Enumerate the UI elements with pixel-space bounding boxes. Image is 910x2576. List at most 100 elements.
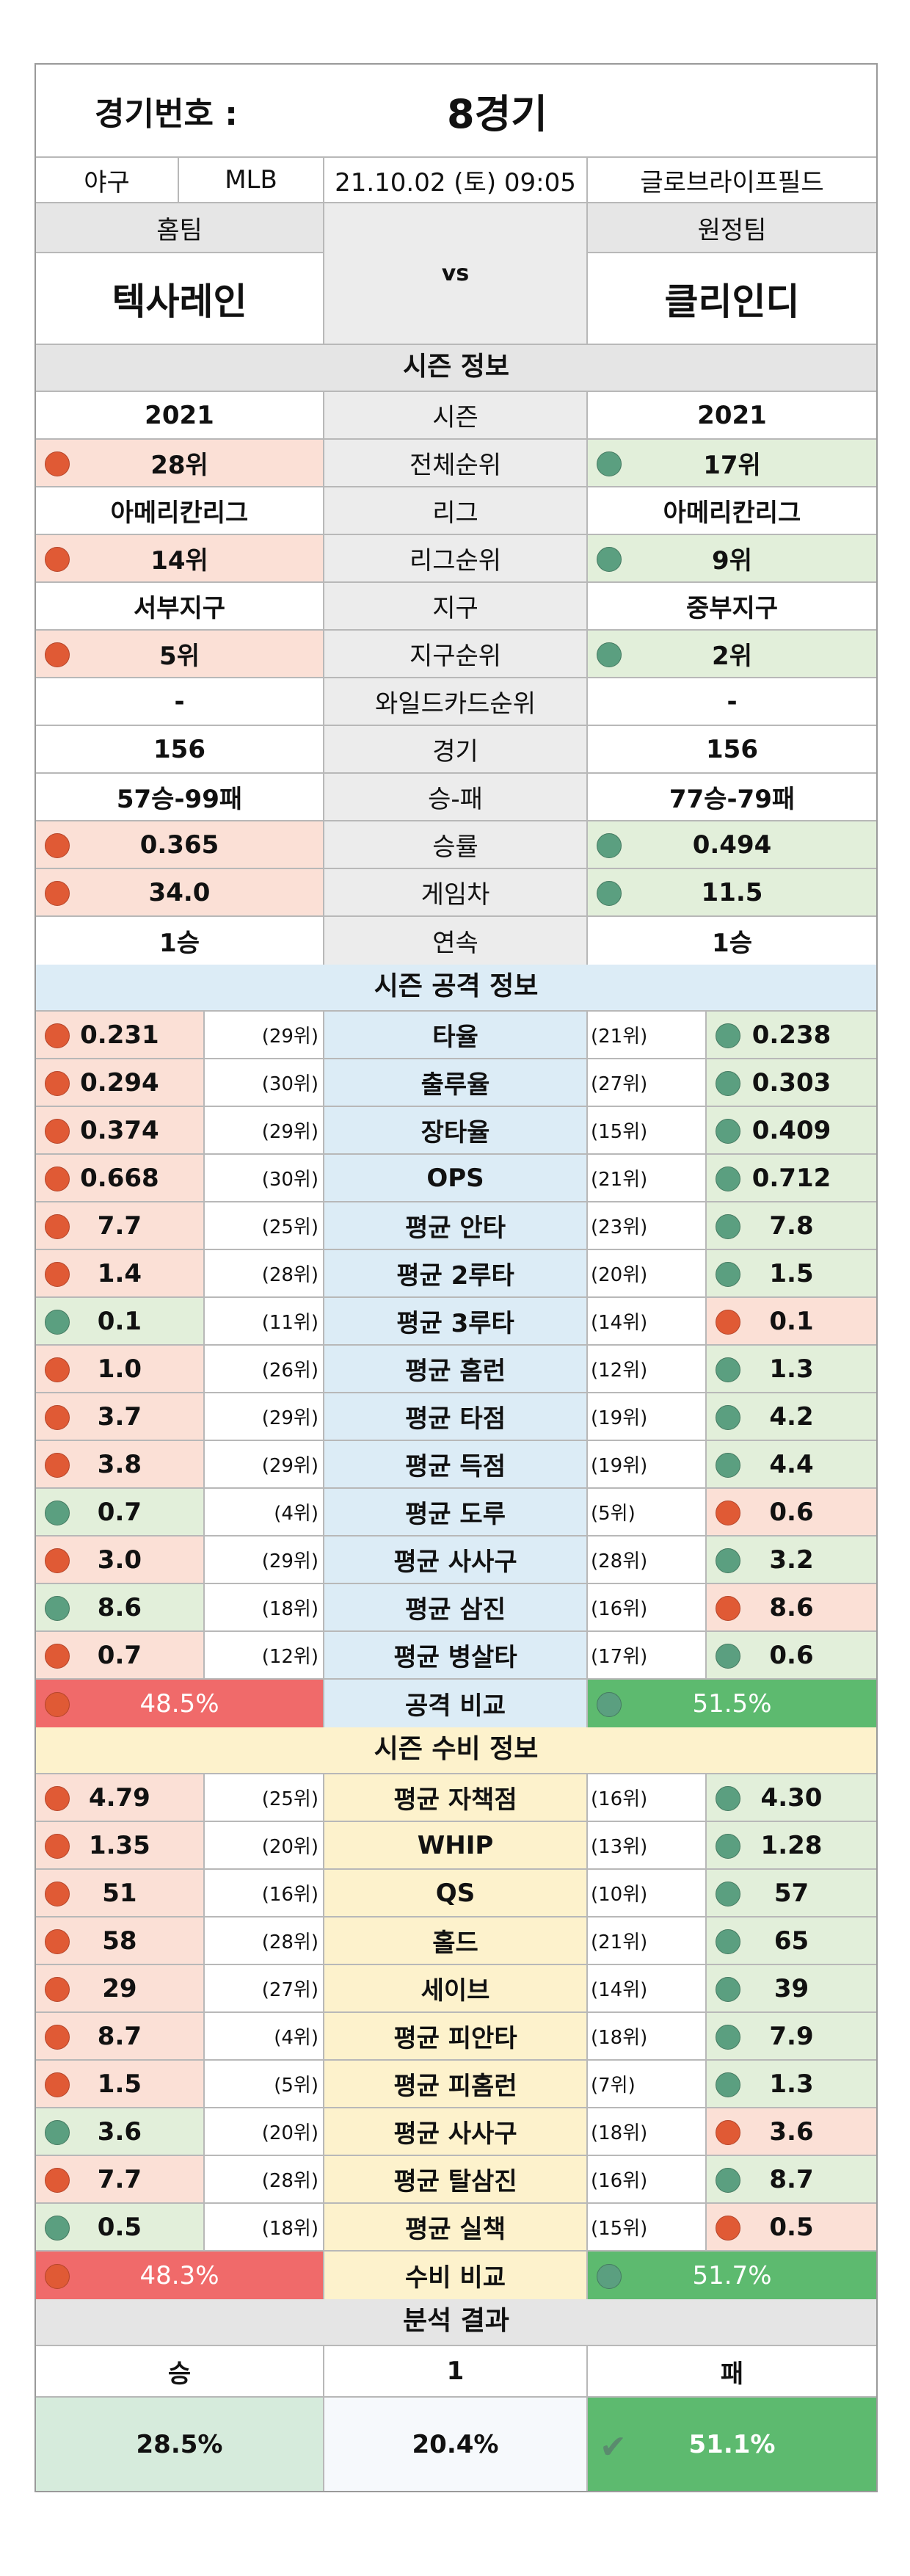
status-dot-icon [45, 1833, 70, 1859]
offense-home-cell: 3.7 (29위) [36, 1393, 324, 1440]
defense-away-cell: (18위) 3.6 [588, 2108, 876, 2155]
offense-section-title: 시즌 공격 정보 [36, 965, 876, 1012]
season-row: 0.365 승률 0.494 [36, 821, 876, 869]
offense-away-text: 7.8 [769, 1211, 814, 1241]
status-dot-icon [716, 1309, 740, 1335]
season-home-value: 서부지구 [36, 583, 324, 629]
status-dot-icon [45, 2167, 70, 2193]
season-home-text: 156 [153, 734, 205, 764]
defense-compare-home-text: 48.3% [139, 2260, 219, 2290]
defense-compare-away-text: 51.7% [692, 2260, 772, 2290]
defense-compare-away: 51.7% [588, 2252, 876, 2299]
defense-label: 평균 실책 [324, 2204, 588, 2250]
season-away-value: 11.5 [588, 869, 876, 915]
status-dot-icon [716, 1500, 740, 1525]
status-dot-icon [716, 1261, 740, 1287]
datetime: 21.10.02 (토) 09:05 [324, 158, 588, 202]
teams-row: 홈팀 텍사레인 vs 원정팀 클리인디 [36, 203, 876, 345]
defense-away-text: 1.3 [769, 2069, 814, 2099]
offense-away-cell: (12위) 1.3 [588, 1346, 876, 1392]
season-label: 전체순위 [324, 440, 588, 486]
defense-row: 8.7 (4위) 평균 피안타 (18위) 7.9 [36, 2013, 876, 2061]
defense-label: QS [324, 1870, 588, 1916]
offense-label: 평균 득점 [324, 1441, 588, 1487]
season-away-value: 77승-79패 [588, 774, 876, 820]
offense-row: 0.1 (11위) 평균 3루타 (14위) 0.1 [36, 1298, 876, 1346]
status-dot-icon [597, 642, 622, 667]
season-row: 2021 시즌 2021 [36, 392, 876, 440]
offense-away-cell: (28위) 3.2 [588, 1536, 876, 1583]
offense-home-text: 1.0 [97, 1354, 142, 1384]
defense-home-cell: 0.5 (18위) [36, 2204, 324, 2250]
defense-label: 평균 피안타 [324, 2013, 588, 2059]
season-home-value: 2021 [36, 392, 324, 438]
offense-away-rank: (16위) [588, 1584, 707, 1630]
offense-away-rank: (20위) [588, 1250, 707, 1296]
defense-home-text: 7.7 [97, 2164, 142, 2194]
defense-home-text: 58 [102, 1926, 137, 1956]
defense-home-text: 29 [102, 1973, 137, 2003]
offense-away-rank: (17위) [588, 1632, 707, 1678]
defense-home-value: 1.35 [36, 1822, 205, 1868]
defense-row: 51 (16위) QS (10위) 57 [36, 1870, 876, 1918]
status-dot-icon [597, 880, 622, 906]
offense-away-value: 0.1 [707, 1298, 876, 1344]
offense-home-value: 0.374 [36, 1107, 205, 1153]
defense-away-rank: (10위) [588, 1870, 707, 1916]
offense-compare-home: 48.5% [36, 1680, 324, 1727]
season-away-text: 0.494 [692, 830, 772, 860]
status-dot-icon [716, 1452, 740, 1478]
offense-away-rank: (5위) [588, 1489, 707, 1535]
season-label: 와일드카드순위 [324, 678, 588, 725]
offense-away-cell: (19위) 4.2 [588, 1393, 876, 1440]
defense-home-cell: 7.7 (28위) [36, 2156, 324, 2202]
defense-row: 0.5 (18위) 평균 실책 (15위) 0.5 [36, 2204, 876, 2252]
offense-home-text: 0.7 [97, 1640, 142, 1670]
offense-label: 평균 3루타 [324, 1298, 588, 1344]
offense-label: 평균 도루 [324, 1489, 588, 1535]
offense-away-cell: (17위) 0.6 [588, 1632, 876, 1678]
season-home-text: 57승-99패 [116, 785, 243, 814]
offense-label: 출루율 [324, 1059, 588, 1106]
offense-home-rank: (4위) [274, 1503, 318, 1525]
offense-home-rank: (11위) [261, 1312, 318, 1334]
status-dot-icon [45, 880, 70, 906]
status-dot-icon [716, 1595, 740, 1621]
season-away-text: 1승 [712, 929, 752, 958]
offense-home-rank: (12위) [261, 1646, 318, 1668]
defense-home-cell: 51 (16위) [36, 1870, 324, 1916]
defense-away-value: 0.5 [707, 2204, 876, 2250]
season-home-text: 1승 [159, 929, 200, 958]
defense-home-value: 51 [36, 1870, 205, 1916]
status-dot-icon [716, 1166, 740, 1191]
defense-away-cell: (21위) 65 [588, 1918, 876, 1964]
season-home-value: - [36, 678, 324, 725]
season-home-value: 5위 [36, 631, 324, 677]
season-home-text: 0.365 [139, 830, 219, 860]
offense-home-text: 0.374 [80, 1115, 159, 1145]
defense-home-text: 3.6 [97, 2116, 142, 2147]
offense-home-text: 8.6 [97, 1592, 142, 1622]
defense-home-rank: (20위) [261, 1836, 318, 1858]
offense-home-value: 0.231 [36, 1012, 205, 1058]
season-away-text: 중부지구 [685, 594, 779, 623]
status-dot-icon [45, 2024, 70, 2050]
season-home-text: 2021 [145, 400, 214, 430]
offense-away-cell: (23위) 7.8 [588, 1202, 876, 1249]
offense-home-rank: (29위) [261, 1550, 318, 1572]
defense-label: 평균 자책점 [324, 1774, 588, 1821]
offense-away-value: 0.409 [707, 1107, 876, 1153]
season-away-text: 2위 [712, 642, 752, 671]
offense-away-value: 4.4 [707, 1441, 876, 1487]
defense-away-cell: (10위) 57 [588, 1870, 876, 1916]
offense-row: 1.0 (26위) 평균 홈런 (12위) 1.3 [36, 1346, 876, 1393]
season-away-text: - [727, 686, 738, 716]
offense-home-rank: (29위) [261, 1121, 318, 1143]
offense-row: 0.294 (30위) 출루율 (27위) 0.303 [36, 1059, 876, 1107]
defense-row: 7.7 (28위) 평균 탈삼진 (16위) 8.7 [36, 2156, 876, 2204]
defense-away-cell: (14위) 39 [588, 1965, 876, 2011]
offense-home-value: 0.294 [36, 1059, 205, 1106]
season-away-value: 9위 [588, 535, 876, 581]
season-label: 지구순위 [324, 631, 588, 677]
status-dot-icon [45, 1309, 70, 1335]
